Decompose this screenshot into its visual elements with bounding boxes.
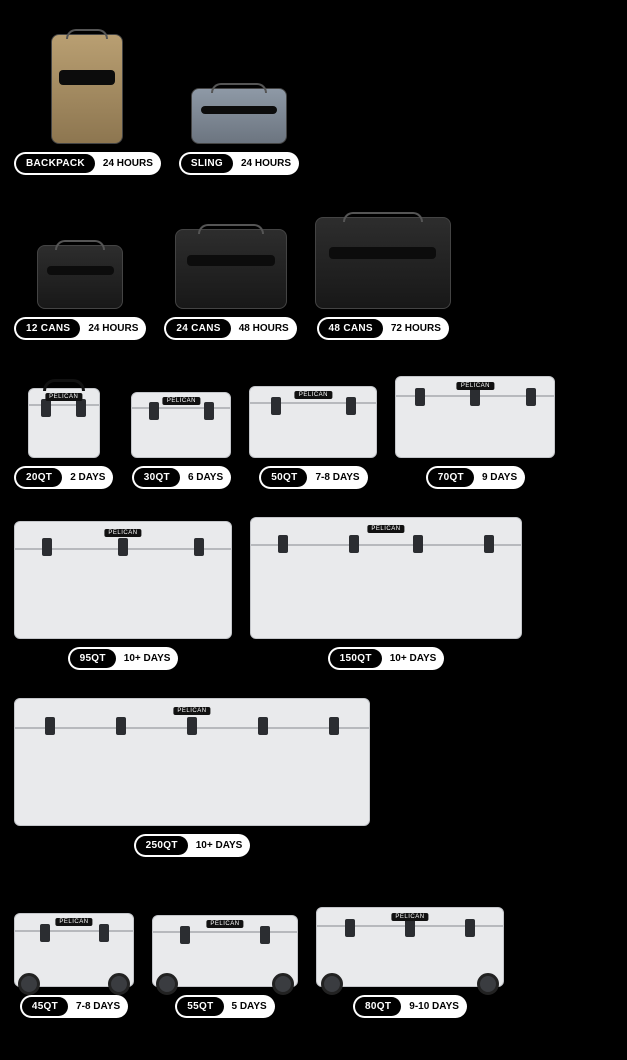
size-pill-70qt: 70QT <box>428 468 474 487</box>
duration-45qt: 7-8 DAYS <box>76 997 126 1016</box>
product-250qt[interactable]: 250QT 10+ DAYS <box>14 692 370 857</box>
hard-row-3: 250QT 10+ DAYS <box>14 692 613 857</box>
product-45qt[interactable]: 45QT 7-8 DAYS <box>14 891 134 1018</box>
duration-12cans: 24 HOURS <box>88 319 144 338</box>
label-30qt: 30QT 6 DAYS <box>132 466 231 489</box>
product-30qt[interactable]: 30QT 6 DAYS <box>131 386 231 489</box>
size-pill-sling: SLING <box>181 154 233 173</box>
product-sling[interactable]: SLING 24 HOURS <box>179 64 299 175</box>
size-pill-50qt: 50QT <box>261 468 307 487</box>
size-pill-250qt: 250QT <box>136 836 188 855</box>
size-pill-20qt: 20QT <box>16 468 62 487</box>
duration-30qt: 6 DAYS <box>188 468 229 487</box>
size-pill-55qt: 55QT <box>177 997 223 1016</box>
duration-250qt: 10+ DAYS <box>196 836 249 855</box>
soft-row-1: BACKPACK 24 HOURS SLING 24 HOURS <box>14 14 613 175</box>
hard-row-2: 95QT 10+ DAYS 150QT 10+ DAYS <box>14 511 613 670</box>
label-70qt: 70QT 9 DAYS <box>426 466 525 489</box>
duration-sling: 24 HOURS <box>241 154 297 173</box>
size-pill-150qt: 150QT <box>330 649 382 668</box>
product-95qt[interactable]: 95QT 10+ DAYS <box>14 515 232 670</box>
product-55qt[interactable]: 55QT 5 DAYS <box>152 893 298 1018</box>
duration-150qt: 10+ DAYS <box>390 649 443 668</box>
size-pill-45qt: 45QT <box>22 997 68 1016</box>
duration-24cans: 48 HOURS <box>239 319 295 338</box>
duration-95qt: 10+ DAYS <box>124 649 177 668</box>
label-48cans: 48 CANS 72 HOURS <box>317 317 449 340</box>
product-12cans[interactable]: 12 CANS 24 HOURS <box>14 225 146 340</box>
duration-20qt: 2 DAYS <box>70 468 111 487</box>
label-250qt: 250QT 10+ DAYS <box>134 834 251 857</box>
duration-80qt: 9-10 DAYS <box>409 997 465 1016</box>
size-pill-80qt: 80QT <box>355 997 401 1016</box>
label-24cans: 24 CANS 48 HOURS <box>164 317 296 340</box>
product-70qt[interactable]: 70QT 9 DAYS <box>395 370 555 489</box>
soft-coolers-section: BACKPACK 24 HOURS SLING 24 HOURS 12 CANS… <box>14 14 613 340</box>
size-pill-30qt: 30QT <box>134 468 180 487</box>
label-150qt: 150QT 10+ DAYS <box>328 647 445 670</box>
hard-coolers-section: 20QT 2 DAYS 30QT 6 DAYS 50QT 7-8 DAYS 70… <box>14 368 613 857</box>
wheeled-row-1: 45QT 7-8 DAYS 55QT 5 DAYS 80QT 9-10 DAYS <box>14 885 613 1018</box>
size-pill-48cans: 48 CANS <box>319 319 383 338</box>
label-20qt: 20QT 2 DAYS <box>14 466 113 489</box>
duration-48cans: 72 HOURS <box>391 319 447 338</box>
product-80qt[interactable]: 80QT 9-10 DAYS <box>316 885 504 1018</box>
duration-backpack: 24 HOURS <box>103 154 159 173</box>
product-20qt[interactable]: 20QT 2 DAYS <box>14 368 113 489</box>
size-pill-12cans: 12 CANS <box>16 319 80 338</box>
duration-55qt: 5 DAYS <box>232 997 273 1016</box>
label-80qt: 80QT 9-10 DAYS <box>353 995 467 1018</box>
product-48cans[interactable]: 48 CANS 72 HOURS <box>315 197 451 340</box>
label-sling: SLING 24 HOURS <box>179 152 299 175</box>
product-50qt[interactable]: 50QT 7-8 DAYS <box>249 380 377 489</box>
soft-row-2: 12 CANS 24 HOURS 24 CANS 48 HOURS 48 CAN… <box>14 197 613 340</box>
hard-row-1: 20QT 2 DAYS 30QT 6 DAYS 50QT 7-8 DAYS 70… <box>14 368 613 489</box>
label-backpack: BACKPACK 24 HOURS <box>14 152 161 175</box>
label-95qt: 95QT 10+ DAYS <box>68 647 179 670</box>
product-backpack[interactable]: BACKPACK 24 HOURS <box>14 14 161 175</box>
label-50qt: 50QT 7-8 DAYS <box>259 466 367 489</box>
size-pill-24cans: 24 CANS <box>166 319 230 338</box>
duration-50qt: 7-8 DAYS <box>315 468 365 487</box>
wheeled-coolers-section: 45QT 7-8 DAYS 55QT 5 DAYS 80QT 9-10 DAYS <box>14 885 613 1018</box>
product-150qt[interactable]: 150QT 10+ DAYS <box>250 511 522 670</box>
size-pill-95qt: 95QT <box>70 649 116 668</box>
label-12cans: 12 CANS 24 HOURS <box>14 317 146 340</box>
size-pill-backpack: BACKPACK <box>16 154 95 173</box>
product-24cans[interactable]: 24 CANS 48 HOURS <box>164 209 296 340</box>
label-55qt: 55QT 5 DAYS <box>175 995 274 1018</box>
label-45qt: 45QT 7-8 DAYS <box>20 995 128 1018</box>
duration-70qt: 9 DAYS <box>482 468 523 487</box>
